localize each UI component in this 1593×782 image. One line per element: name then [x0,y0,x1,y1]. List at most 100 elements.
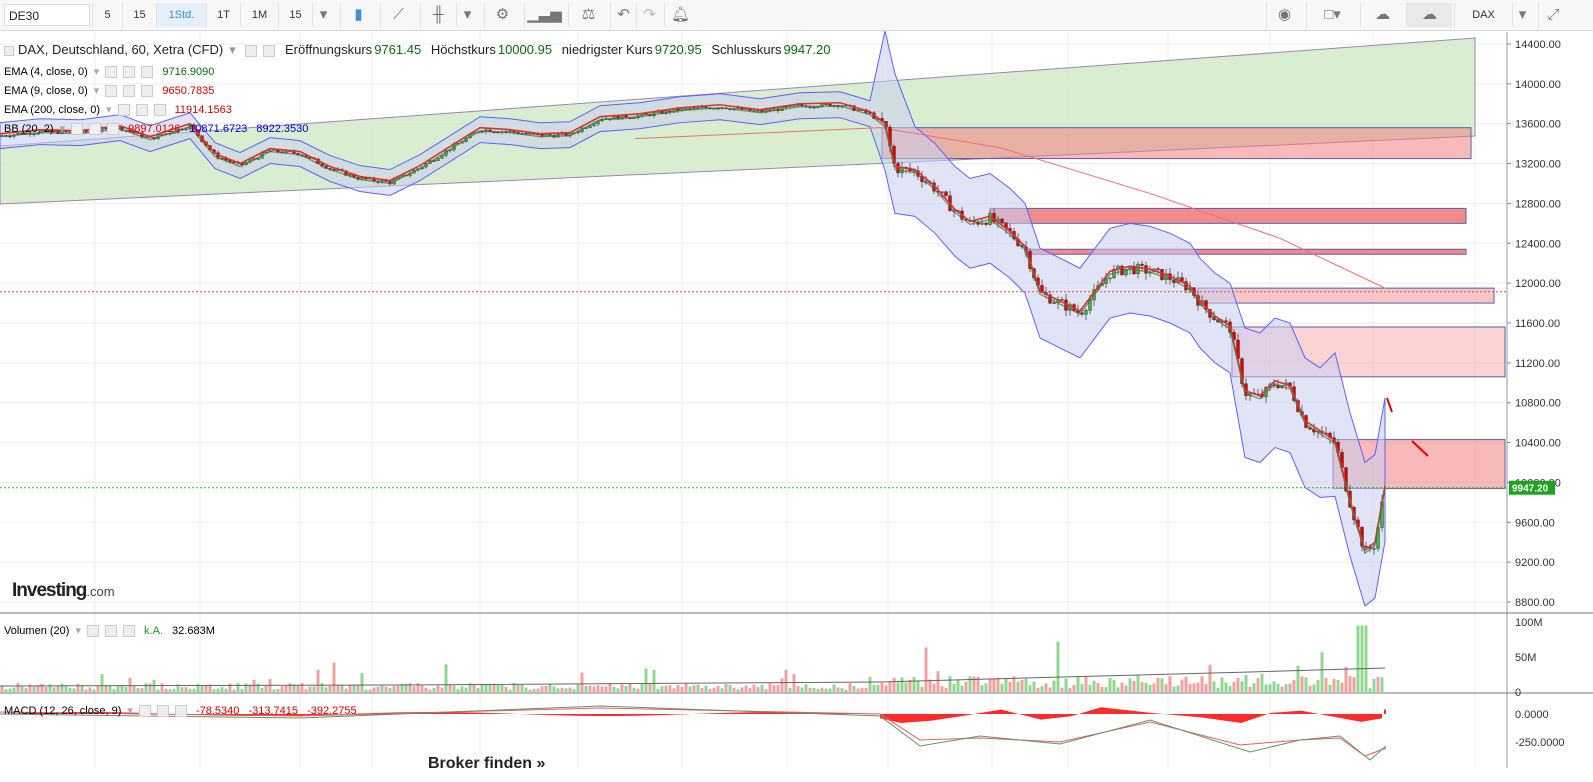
macd-hist-bar [950,714,952,718]
macd-hist-bar [1032,714,1034,718]
macd-hist-bar [908,714,910,723]
cloud-download-icon[interactable]: ☁ [1360,3,1404,27]
interval-dropdown-icon[interactable]: ▾ [312,3,334,27]
bb-close-icon[interactable] [107,123,120,136]
ema9-visibility-icon[interactable] [105,85,118,98]
ema4-settings-icon[interactable] [123,66,136,79]
macd-hist-bar [1244,714,1246,722]
settings-icon[interactable] [263,44,276,57]
ema9-close-icon[interactable] [141,85,154,98]
macd-hist-bar [1174,714,1176,716]
macd-hist-bar [928,714,930,721]
volume-bar [1008,681,1012,692]
symbol-input[interactable]: DE30 [4,4,90,26]
camera-icon[interactable]: ◉ [1266,3,1302,27]
volume-bar [148,683,152,692]
macd-hist-bar [676,714,678,715]
bb-settings-icon[interactable] [89,123,102,136]
macd-close-icon[interactable] [174,705,187,718]
volume-bar [56,685,60,692]
macd-hist-bar [774,711,776,714]
macd-hist-bar [1108,708,1110,714]
interval-5min[interactable]: 5 [92,3,122,27]
volume-settings-icon[interactable] [104,625,117,638]
macd-hist-bar [730,712,732,714]
macd-hist-bar [1218,714,1220,720]
ema4-close-icon[interactable] [141,66,154,79]
macd-hist-bar [290,714,292,716]
interval-15min[interactable]: 15 [122,3,156,27]
volume-bar [468,683,472,692]
ema200-value: 11914.1563 [174,104,232,116]
macd-hist-bar [1324,714,1326,716]
ema200-settings-icon[interactable] [135,104,148,117]
macd-settings-icon[interactable] [156,705,169,718]
compare-scale-icon[interactable]: ⚖ [568,3,608,27]
ema200-close-icon[interactable] [153,104,166,117]
fullscreen-icon[interactable]: ⤢ [1538,3,1568,27]
line-chart-icon[interactable]: ⟋ [380,3,416,27]
redo-icon[interactable]: ↷ [636,3,662,27]
macd-hist-bar [296,714,298,716]
bar-chart-icon[interactable]: ╫ [420,3,456,27]
macd-hist-bar [442,712,444,714]
ema9-settings-icon[interactable] [123,85,136,98]
macd-hist-bar [22,713,24,714]
ema200-visibility-icon[interactable] [117,104,130,117]
volume-visibility-icon[interactable] [86,625,99,638]
indicators-icon[interactable]: ▁▃▅ [524,3,564,27]
collapse-icon[interactable] [4,45,14,56]
candle-body [1084,310,1088,315]
macd-hist-bar [284,714,286,716]
volume-bar [1004,678,1008,692]
interval-1m[interactable]: 1M [240,3,278,27]
volume-close-icon[interactable] [122,625,135,638]
interval-1d[interactable]: 1T [206,3,240,27]
chart-type-dropdown-icon[interactable]: ▾ [456,3,478,27]
visibility-icon[interactable] [245,44,258,57]
legend-dropdown-icon[interactable]: ▾ [229,42,236,57]
macd-hist-bar [1296,710,1298,714]
settings-gear-icon[interactable]: ⚙ [484,3,520,27]
interval-custom[interactable]: 15 [278,3,312,27]
compare-symbol[interactable]: DAX [1454,3,1512,27]
macd-hist-bar [364,713,366,714]
macd-hist-bar [996,710,998,714]
price-tick-label: 12800.00 [1515,198,1561,210]
candlestick-icon[interactable]: ▮ [340,3,376,27]
macd-hist-bar [24,713,26,714]
layout-square-icon[interactable]: □▾ [1306,3,1358,27]
macd-value-1: -78.5340 [195,705,240,717]
volume-bar [360,672,364,692]
volume-bar [828,688,832,692]
candle-body [548,134,552,136]
interval-1h[interactable]: 1Std. [156,3,206,27]
macd-hist-bar [286,714,288,716]
ema4-visibility-icon[interactable] [105,66,118,79]
compare-dropdown-icon[interactable]: ▾ [1512,3,1532,27]
volume-bar [1108,677,1112,692]
volume-bar [932,683,936,692]
macd-hist-bar [322,714,324,715]
macd-hist-bar [1372,714,1374,720]
volume-bar [144,683,148,692]
volume-bar [1032,681,1036,692]
bb-visibility-icon[interactable] [71,123,84,136]
macd-hist-bar [1212,714,1214,720]
volume-bar [928,679,932,692]
alert-bell-icon[interactable]: 🔔︎ [664,3,696,27]
undo-icon[interactable]: ↶ [610,3,636,27]
volume-bar [1040,685,1044,692]
macd-visibility-icon[interactable] [138,705,151,718]
volume-bar [548,684,552,692]
macd-hist-bar [1230,714,1232,722]
macd-hist-bar [580,714,582,716]
macd-hist-bar [1074,714,1076,716]
cloud-upload-icon[interactable]: ☁ [1406,3,1452,27]
volume-bar [1300,676,1304,692]
broker-link[interactable]: Broker finden » [428,755,546,772]
macd-hist-bar [1038,714,1040,720]
macd-hist-bar [1334,714,1336,717]
macd-hist-bar [742,712,744,714]
